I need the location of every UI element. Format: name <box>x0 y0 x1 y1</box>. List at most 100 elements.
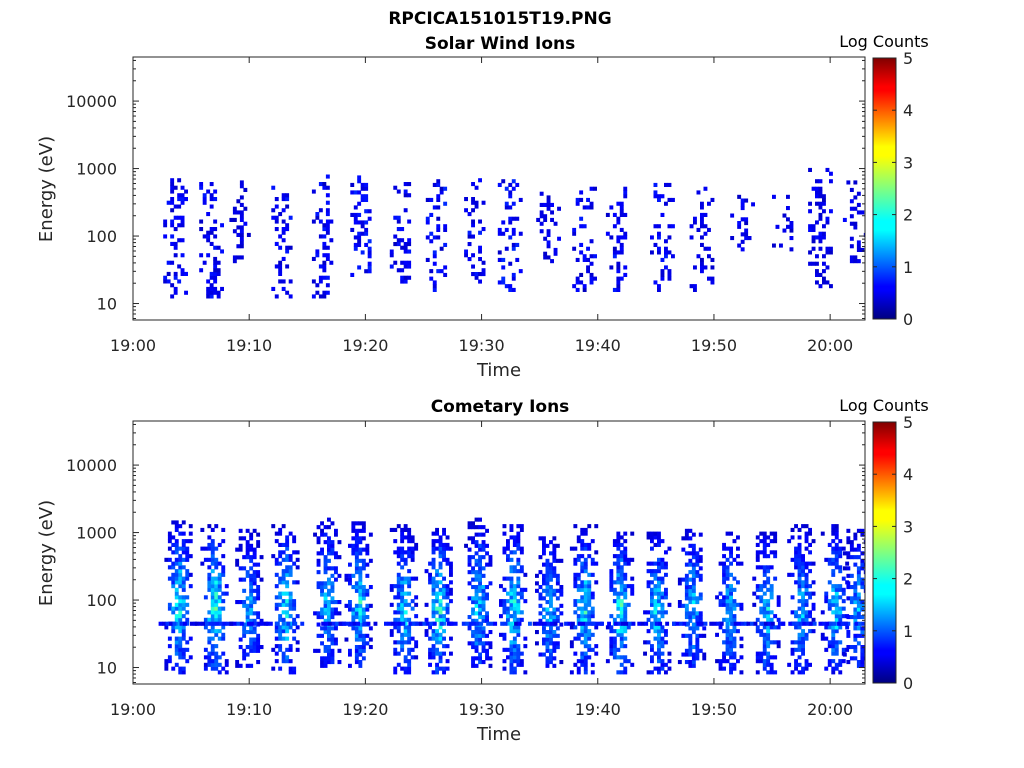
spectrogram-cell <box>508 190 513 195</box>
spectrogram-cell <box>213 275 218 280</box>
spectrogram-cell <box>252 630 257 635</box>
spectrogram-cell <box>797 546 802 551</box>
spectrogram-cell <box>684 603 689 608</box>
spectrogram-cell <box>677 603 682 608</box>
spectrogram-cell <box>478 577 482 582</box>
spectrogram-cell <box>217 610 222 615</box>
spectrogram-cell <box>863 570 865 575</box>
spectrogram-cell <box>178 636 183 641</box>
spectrogram-cell <box>729 584 733 589</box>
spectrogram-cell <box>797 655 802 660</box>
spectrogram-cell <box>861 621 865 626</box>
spectrogram-cell <box>478 630 482 635</box>
spectrogram-cell <box>660 602 665 607</box>
spectrogram-cell <box>337 573 342 578</box>
spectrogram-cell <box>478 562 482 567</box>
spectrogram-cell <box>736 629 740 634</box>
spectrogram-cell <box>325 223 330 228</box>
spectrogram-cell <box>424 617 429 622</box>
spectrogram-cell <box>205 621 209 626</box>
spectrogram-cell <box>501 265 506 270</box>
spectrogram-cells <box>163 167 865 299</box>
spectrogram-cell <box>794 659 798 664</box>
panel-title: Cometary Ions <box>431 397 570 417</box>
spectrogram-cell <box>252 618 257 623</box>
spectrogram-cell <box>407 264 412 269</box>
spectrogram-cell <box>804 659 809 664</box>
spectrogram-cell <box>516 662 521 667</box>
spectrogram-cell <box>776 640 781 645</box>
spectrogram-cell <box>849 236 854 241</box>
spectrogram-cell <box>853 592 858 597</box>
spectrogram-cell <box>216 245 221 250</box>
spectrogram-cell <box>481 543 486 548</box>
spectrogram-cell <box>318 264 323 269</box>
spectrogram-cell <box>311 189 316 194</box>
spectrogram-cell <box>316 551 321 556</box>
colorbar-gradient <box>872 57 897 320</box>
spectrogram-cell <box>667 235 672 240</box>
spectrogram-cell <box>867 593 871 597</box>
spectrogram-cell <box>841 606 846 611</box>
spectrogram-cell <box>542 551 546 556</box>
spectrogram-cell <box>555 588 560 593</box>
spectrogram-cell <box>431 550 436 555</box>
spectrogram-cell <box>619 670 624 675</box>
spectrogram-cell <box>407 636 412 641</box>
spectrogram-cell <box>609 614 614 619</box>
spectrogram-cell <box>657 539 661 544</box>
spectrogram-cell <box>281 625 286 630</box>
spectrogram-cell <box>549 630 553 635</box>
spectrogram-cell <box>766 625 771 630</box>
spectrogram-cell <box>552 648 557 653</box>
spectrogram-cell <box>461 621 466 626</box>
spectrogram-cell <box>860 660 865 665</box>
spectrogram-cell <box>740 217 745 222</box>
spectrogram-cell <box>853 547 858 552</box>
spectrogram-cell <box>415 621 420 626</box>
spectrogram-cell <box>550 202 554 207</box>
spectrogram-cell <box>403 557 408 562</box>
spectrogram-cell <box>285 290 290 295</box>
spectrogram-cell <box>180 215 185 220</box>
spectrogram-cell <box>688 558 693 563</box>
spectrogram-cell <box>467 555 472 560</box>
spectrogram-cell <box>867 574 871 578</box>
spectrogram-cell <box>580 539 585 544</box>
spectrogram-cell <box>214 606 219 611</box>
spectrogram-cell <box>808 250 812 255</box>
x-axis: 19:00 19:10 19:20 19:30 19:40 19:50 20:00 <box>110 57 853 355</box>
spectrogram-cell <box>360 224 365 229</box>
spectrogram-cell <box>688 641 693 646</box>
spectrogram-cell <box>808 542 812 547</box>
spectrogram-cell <box>414 655 419 660</box>
spectrogram-cell <box>549 626 553 631</box>
spectrogram-cell <box>214 599 219 604</box>
spectrogram-cell <box>856 596 861 601</box>
spectrogram-cell <box>344 577 349 582</box>
spectrogram-cell <box>506 606 510 611</box>
spectrogram-cell <box>808 629 812 634</box>
spectrogram-cell <box>612 636 617 641</box>
spectrogram-cell <box>736 580 740 585</box>
spectrogram-cell <box>174 651 179 656</box>
spectrogram-cell <box>856 660 861 665</box>
spectrogram-cell <box>396 640 401 645</box>
spectrogram-cell <box>688 652 693 657</box>
spectrogram-cell <box>762 662 767 667</box>
spectrogram-cell <box>245 547 250 552</box>
spectrogram-cell <box>217 584 222 589</box>
spectrogram-cell <box>214 666 219 671</box>
spectrogram-cell <box>818 284 823 289</box>
spectrogram-cell <box>188 524 193 529</box>
spectrogram-cell <box>408 621 413 626</box>
spectrogram-cell <box>691 615 696 620</box>
spectrogram-cell <box>846 615 851 620</box>
spectrogram-cell <box>801 561 805 566</box>
spectrogram-cell <box>667 197 672 202</box>
spectrogram-cell <box>766 644 771 649</box>
colorbar-tick-label: 3 <box>903 517 913 536</box>
spectrogram-cell <box>474 656 479 661</box>
spectrogram-cell <box>762 580 767 585</box>
spectrogram-cell <box>583 602 588 607</box>
